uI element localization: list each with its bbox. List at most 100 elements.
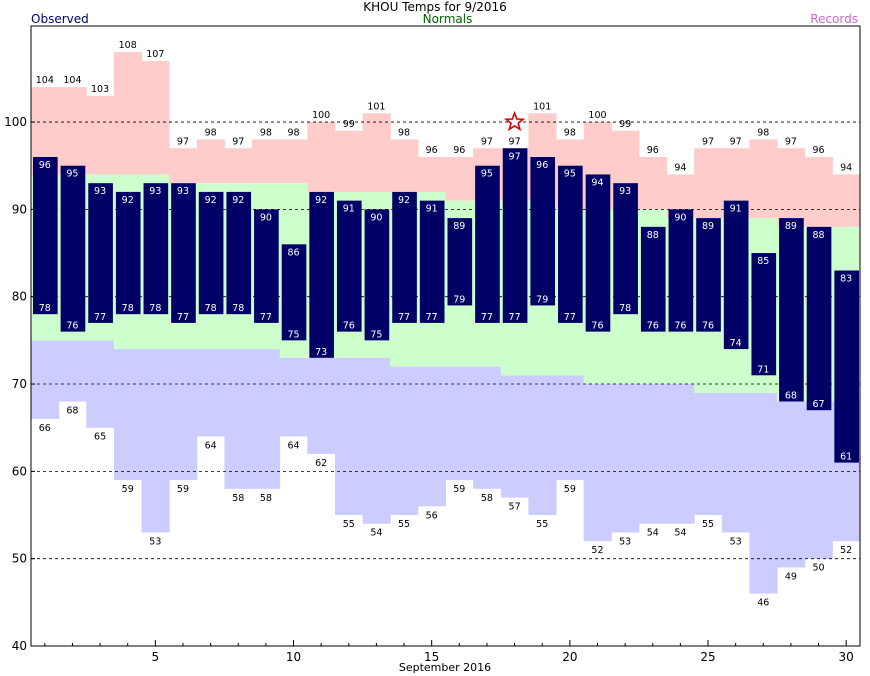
observed-low-label: 77	[398, 312, 410, 323]
observed-high-label: 93	[94, 186, 106, 197]
record-low-label: 55	[702, 519, 714, 530]
record-low-band	[556, 375, 585, 481]
record-low-label: 54	[674, 528, 686, 539]
record-low-band	[113, 349, 143, 481]
legend-normals: Normals	[422, 12, 473, 26]
record-high-label: 101	[533, 101, 551, 112]
observed-low-label: 79	[536, 294, 548, 305]
observed-high-label: 88	[813, 230, 825, 241]
record-high-label: 98	[287, 128, 299, 139]
x-tick-label: 10	[286, 650, 301, 664]
record-low-label: 55	[536, 519, 548, 530]
record-low-label: 52	[840, 545, 852, 556]
record-low-band	[279, 357, 308, 437]
observed-low-label: 68	[785, 390, 797, 401]
record-low-band	[611, 384, 640, 533]
observed-high-label: 90	[674, 212, 686, 223]
observed-high-label: 95	[66, 169, 78, 180]
record-high-label: 100	[588, 110, 606, 121]
record-low-label: 56	[426, 510, 438, 521]
record-high-label: 98	[205, 128, 217, 139]
observed-bar	[115, 191, 141, 315]
observed-high-label: 91	[730, 204, 742, 215]
observed-high-label: 92	[232, 195, 244, 206]
record-high-label: 97	[702, 136, 714, 147]
y-tick-label: 50	[12, 552, 27, 566]
record-high-label: 97	[232, 136, 244, 147]
y-tick-label: 70	[12, 377, 27, 391]
observed-low-label: 76	[343, 321, 355, 332]
y-tick-label: 90	[12, 202, 27, 216]
observed-high-label: 95	[564, 169, 576, 180]
observed-bar	[640, 226, 666, 332]
record-high-band	[445, 156, 474, 201]
record-high-label: 104	[36, 75, 54, 86]
record-high-label: 103	[91, 84, 109, 95]
record-low-label: 50	[813, 563, 825, 574]
record-high-label: 100	[312, 110, 330, 121]
observed-high-label: 92	[122, 195, 134, 206]
record-low-band	[334, 357, 364, 516]
record-low-label: 49	[785, 571, 797, 582]
observed-bar	[171, 183, 196, 323]
observed-high-label: 89	[785, 221, 797, 232]
record-low-band	[31, 340, 60, 419]
record-low-label: 58	[481, 493, 493, 504]
observed-low-label: 78	[149, 303, 161, 314]
observed-bar	[668, 209, 694, 332]
observed-bar	[779, 218, 804, 402]
record-low-band	[666, 384, 695, 524]
observed-bar	[447, 218, 473, 306]
record-high-label: 96	[813, 145, 825, 156]
observed-high-label: 94	[591, 177, 603, 188]
record-high-label: 98	[260, 128, 272, 139]
record-high-band	[694, 148, 723, 219]
observed-bar	[723, 200, 749, 350]
legend-observed: Observed	[31, 12, 89, 26]
record-low-label: 58	[260, 493, 272, 504]
record-high-band	[417, 156, 446, 192]
record-high-label: 97	[481, 136, 493, 147]
observed-high-label: 91	[426, 204, 438, 215]
record-low-label: 58	[232, 493, 244, 504]
record-high-band	[224, 148, 253, 184]
record-high-label: 96	[647, 145, 659, 156]
record-high-band	[832, 174, 861, 227]
record-high-label: 94	[840, 162, 852, 173]
record-high-label: 101	[367, 101, 385, 112]
x-tick-label: 25	[700, 650, 715, 664]
observed-low-label: 77	[260, 312, 272, 323]
record-low-band	[721, 392, 750, 533]
y-tick-label: 80	[12, 290, 27, 304]
record-high-label: 99	[343, 119, 355, 130]
record-high-label: 99	[619, 119, 631, 130]
record-low-label: 52	[591, 545, 603, 556]
observed-bar	[60, 165, 86, 332]
record-high-band	[334, 130, 364, 192]
record-low-label: 53	[619, 536, 631, 547]
record-low-band	[224, 349, 253, 489]
observed-bar	[392, 191, 417, 323]
record-high-band	[252, 139, 281, 184]
observed-high-label: 92	[205, 195, 217, 206]
record-high-band	[362, 113, 391, 192]
observed-bar	[530, 156, 556, 306]
observed-low-label: 77	[481, 312, 493, 323]
observed-high-label: 83	[840, 274, 852, 285]
record-low-band	[638, 384, 668, 524]
record-high-label: 94	[674, 162, 686, 173]
observed-low-label: 74	[730, 338, 742, 349]
record-low-band	[141, 349, 170, 533]
observed-bar	[475, 165, 500, 323]
record-high-band	[279, 139, 308, 184]
record-high-band	[638, 156, 668, 210]
record-low-band	[58, 340, 87, 402]
observed-high-label: 97	[509, 151, 521, 162]
observed-low-label: 76	[702, 321, 714, 332]
observed-high-label: 86	[287, 247, 299, 258]
observed-bar	[834, 270, 859, 463]
observed-low-label: 76	[591, 321, 603, 332]
record-high-label: 104	[63, 75, 81, 86]
record-low-label: 68	[66, 405, 78, 416]
